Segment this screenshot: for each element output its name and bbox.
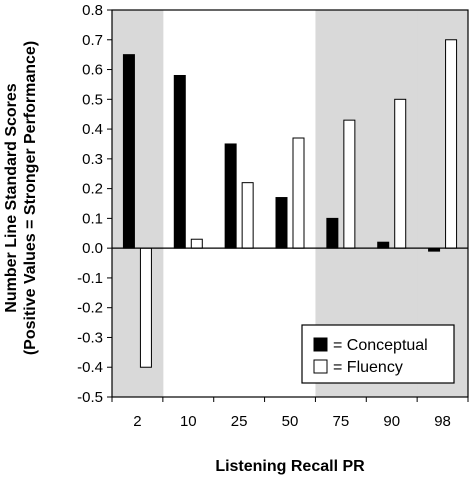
bars [122, 39, 458, 368]
x-tick-label: 75 [333, 413, 350, 430]
bar-conceptual-75 [326, 217, 339, 249]
legend-label-conceptual: = Conceptual [333, 337, 428, 354]
y-tick-label: 0.5 [82, 91, 103, 108]
x-axis-title: Listening Recall PR [215, 458, 365, 475]
x-tick-label: 25 [231, 413, 248, 430]
y-tick-label: -0.2 [77, 300, 103, 317]
y-tick-label: -0.4 [77, 359, 103, 376]
bar-fluency-75 [343, 119, 356, 249]
bar-fluency-90 [394, 98, 407, 249]
bar-fluency-2 [139, 247, 152, 368]
bar-conceptual-90 [377, 241, 390, 249]
y-tick-label: 0.3 [82, 151, 103, 168]
bar-conceptual-10 [173, 74, 186, 249]
y-tick-label: -0.1 [77, 270, 103, 287]
x-ticks: 2 10 25 50 75 90 98 [111, 397, 469, 430]
x-tick-label: 98 [434, 413, 451, 430]
x-tick-label: 50 [282, 413, 299, 430]
bar-conceptual-50 [275, 197, 288, 249]
legend-label-fluency: = Fluency [333, 359, 403, 376]
legend-swatch-conceptual [313, 337, 328, 352]
x-tick-label: 10 [180, 413, 197, 430]
bar-fluency-50 [292, 137, 305, 249]
x-tick-label: 90 [383, 413, 400, 430]
y-ticks: 0.8 0.7 0.6 0.5 0.4 0.3 0.2 0.1 0.0 -0.1 -0.2 -0.3 -… [77, 2, 112, 406]
bar-conceptual-25 [224, 143, 237, 249]
y-tick-label: 0.7 [82, 32, 103, 49]
y-tick-label: 0.4 [82, 121, 103, 138]
bar-fluency-10 [190, 238, 203, 249]
legend: = Conceptual = Fluency [301, 324, 455, 384]
legend-swatch-fluency [313, 359, 328, 374]
y-tick-label: 0.1 [82, 210, 103, 227]
y-tick-label: 0.8 [82, 2, 103, 19]
axes [111, 9, 469, 398]
plot-frame [111, 9, 469, 398]
y-axis-title-line2: (Positive Values = Stronger Performance) [22, 41, 39, 355]
y-tick-label: -0.3 [77, 329, 103, 346]
y-axis-title-line1: Number Line Standard Scores [3, 83, 20, 312]
bar-conceptual-2 [122, 54, 135, 249]
bar-fluency-25 [241, 182, 254, 249]
y-tick-label: 0.0 [82, 240, 103, 257]
y-tick-label: 0.2 [82, 181, 103, 198]
shaded-region-2 [112, 10, 164, 397]
x-tick-label: 2 [133, 413, 141, 430]
bar-fluency-98 [445, 39, 458, 249]
y-tick-label: 0.6 [82, 62, 103, 79]
y-tick-label: -0.5 [77, 389, 103, 406]
